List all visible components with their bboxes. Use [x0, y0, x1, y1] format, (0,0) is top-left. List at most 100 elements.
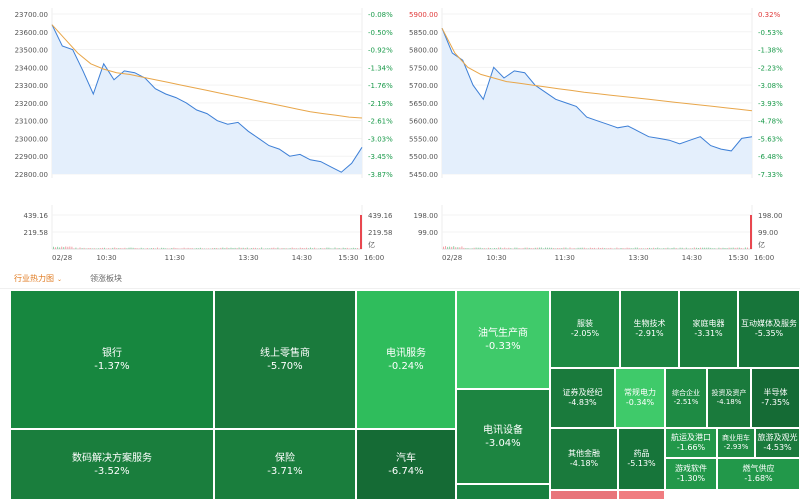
volume-bar	[602, 247, 604, 249]
heatmap-tile[interactable]: 银行 -1.37%	[10, 290, 214, 429]
heatmap-tile[interactable]: 半导体 -7.35%	[751, 368, 800, 428]
heatmap-tile-pct: -6.74%	[388, 465, 424, 477]
heatmap-tile-pct: -5.35%	[754, 329, 784, 338]
pct-tick-label: -3.93%	[758, 100, 783, 108]
volume-bar	[459, 247, 461, 249]
heatmap-tile[interactable]: 油气生产商 -0.33%	[456, 290, 550, 389]
volume-bar	[336, 248, 338, 249]
volume-bar	[500, 247, 502, 249]
heatmap-tile[interactable]: 服装 -2.05%	[550, 290, 620, 368]
heatmap-tile-name: 线上零售商	[260, 347, 310, 359]
pct-tick-label: -0.92%	[368, 47, 393, 55]
volume-bar	[173, 247, 175, 249]
heatmap-tile[interactable]: 旅游及观光 -4.53%	[755, 428, 800, 458]
heatmap-tile[interactable]: 证券及经纪 -4.83%	[550, 368, 615, 428]
price-tick-label: 23400.00	[15, 64, 48, 72]
volume-bar	[267, 248, 269, 249]
volume-bar	[553, 248, 555, 249]
volume-bar	[104, 247, 105, 249]
heatmap-tile[interactable]: 数码解决方案服务 -3.52%	[10, 429, 214, 500]
volume-bar	[314, 247, 316, 249]
volume-bar	[524, 247, 526, 249]
time-tick-label: 16:00	[364, 254, 384, 262]
heatmap-tile[interactable]: 汽车 -6.74%	[356, 429, 456, 500]
volume-bar	[526, 247, 528, 249]
heatmap-tile[interactable]: 生物技术 -2.91%	[620, 290, 679, 368]
pct-tick-label: -3.45%	[368, 153, 393, 161]
heatmap-tile[interactable]: 电讯服务 -0.24%	[356, 290, 456, 429]
volume-bar	[538, 247, 540, 249]
price-tick-label: 5800.00	[409, 47, 438, 55]
volume-bar	[293, 248, 295, 249]
heatmap-tile-pct: -4.83%	[568, 398, 597, 407]
volume-bar	[689, 248, 691, 249]
volume-bar	[83, 247, 85, 249]
heatmap-tile[interactable]: 综合企业 -2.51%	[665, 368, 707, 428]
volume-bar	[130, 247, 132, 249]
volume-bar	[161, 247, 163, 249]
volume-bar	[63, 247, 65, 249]
tab-leading-sectors[interactable]: 领涨板块	[90, 273, 122, 284]
volume-bar	[271, 247, 273, 249]
volume-bar	[461, 246, 463, 249]
heatmap-tile[interactable]	[550, 490, 618, 500]
volume-bar	[138, 248, 140, 249]
volume-bar	[487, 247, 489, 249]
volume-bar	[612, 248, 614, 249]
volume-bar	[661, 248, 663, 249]
volume-bar	[291, 247, 293, 249]
heatmap-tile[interactable]: 航运及港口 -1.66%	[665, 428, 717, 458]
heatmap-tile[interactable]: 商业用车 -2.93%	[717, 428, 755, 458]
volume-bar	[140, 247, 142, 249]
volume-bar	[124, 247, 126, 249]
heatmap-tile-pct: -2.91%	[635, 329, 664, 338]
chevron-down-icon: ⌄	[57, 276, 63, 283]
volume-bar	[171, 248, 173, 249]
heatmap-tile[interactable]: 互动媒体及服务 -5.35%	[738, 290, 800, 368]
volume-bar	[199, 247, 201, 249]
price-tick-label: 22900.00	[15, 153, 48, 161]
volume-bar	[475, 247, 477, 249]
heatmap-tile[interactable]: 投资及资产 -4.18%	[707, 368, 751, 428]
heatmap-tile-name: 燃气供应	[742, 463, 775, 473]
volume-bar	[630, 248, 632, 249]
volume-bar	[99, 248, 101, 249]
heatmap-tile[interactable]: 游戏软件 -1.30%	[665, 458, 717, 490]
heatmap-tile[interactable]: 药品 -5.13%	[618, 428, 665, 490]
price-tick-label: 5700.00	[409, 82, 438, 90]
volume-bar	[318, 248, 320, 249]
price-tick-label: 23700.00	[15, 11, 48, 19]
volume-bar	[354, 248, 356, 249]
volume-bar	[155, 248, 156, 249]
volume-tick-label: 99.00	[418, 229, 438, 237]
heatmap-tile-pct: -4.18%	[569, 459, 599, 468]
heatmap-tile[interactable]	[618, 490, 665, 500]
heatmap-tile[interactable]: 常规电力 -0.34%	[615, 368, 665, 428]
heatmap-tile[interactable]: 线上零售商 -5.70%	[214, 290, 356, 429]
heatmap-tile[interactable]	[456, 484, 550, 500]
heatmap-tile[interactable]: 燃气供应 -1.68%	[717, 458, 800, 490]
volume-bar	[132, 247, 134, 249]
volume-bar	[559, 248, 561, 249]
volume-bar	[69, 246, 71, 249]
volume-bar	[163, 247, 165, 249]
index-chart-left: 23700.00 -0.08% 23600.00 -0.50% 23500.00 -0.9…	[15, 8, 393, 262]
heatmap-tile[interactable]: 家庭电器 -3.31%	[679, 290, 738, 368]
heatmap-tile[interactable]: 其他金融 -4.18%	[550, 428, 618, 490]
heatmap-tile[interactable]: 电讯设备 -3.04%	[456, 389, 550, 484]
volume-bar	[655, 248, 657, 249]
volume-bar	[681, 247, 683, 249]
volume-bar	[238, 247, 240, 249]
industry-heatmap: 银行 -1.37% 线上零售商 -5.70% 电讯服务 -0.24% 油气生产商 -0.33%…	[10, 290, 800, 500]
volume-bar	[106, 248, 107, 249]
volume-bar	[177, 248, 179, 249]
volume-bar	[479, 247, 481, 249]
volume-bar	[577, 247, 579, 249]
volume-bar	[675, 248, 677, 249]
volume-bar	[520, 248, 522, 249]
volume-bar	[557, 248, 559, 249]
volume-bar	[587, 248, 589, 249]
tab-industry-heatmap[interactable]: 行业热力图 ⌄	[14, 273, 62, 284]
heatmap-tile[interactable]: 保险 -3.71%	[214, 429, 356, 500]
heatmap-tile-name: 数码解决方案服务	[72, 452, 152, 464]
